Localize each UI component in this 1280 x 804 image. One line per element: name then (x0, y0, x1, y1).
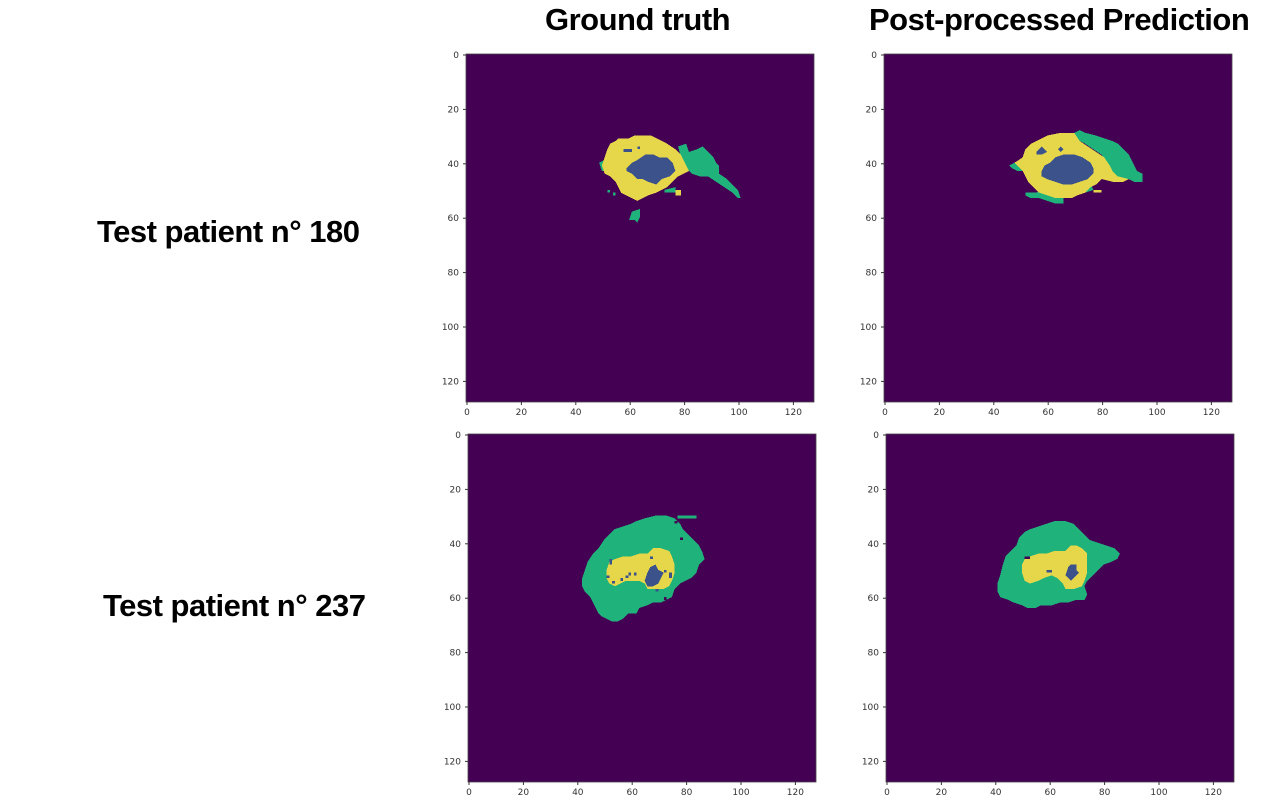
svg-text:120: 120 (1203, 408, 1220, 418)
svg-text:0: 0 (884, 788, 890, 798)
y-axis: 0 20 40 60 80 100 120 (444, 431, 468, 767)
svg-text:60: 60 (1042, 408, 1054, 418)
svg-text:40: 40 (990, 788, 1002, 798)
column-title-prediction: Post-processed Prediction (869, 2, 1250, 37)
svg-text:40: 40 (866, 160, 878, 170)
svg-text:120: 120 (860, 377, 877, 387)
svg-text:100: 100 (732, 788, 749, 798)
svg-text:100: 100 (1150, 788, 1167, 798)
plot-ground-truth-237: 0 20 40 60 80 100 120 0 20 40 60 80 100 … (432, 424, 832, 804)
svg-text:40: 40 (570, 408, 582, 418)
heatmap-ground-truth-180: 0 20 40 60 80 100 120 0 20 40 60 80 100 … (442, 51, 815, 418)
svg-text:0: 0 (882, 408, 888, 418)
svg-text:60: 60 (450, 594, 462, 604)
svg-text:40: 40 (448, 160, 460, 170)
svg-text:60: 60 (626, 788, 638, 798)
svg-text:60: 60 (1044, 788, 1056, 798)
x-axis: 0 20 40 60 80 100 120 (884, 782, 1222, 798)
svg-text:20: 20 (934, 408, 946, 418)
svg-text:120: 120 (442, 377, 459, 387)
svg-text:40: 40 (988, 408, 1000, 418)
svg-text:100: 100 (1148, 408, 1165, 418)
svg-text:80: 80 (868, 649, 880, 659)
svg-text:0: 0 (871, 51, 877, 61)
svg-text:0: 0 (873, 431, 879, 441)
column-title-ground-truth: Ground truth (545, 2, 731, 37)
plot-ground-truth-180: 0 20 40 60 80 100 120 0 20 40 60 80 100 … (430, 44, 830, 424)
svg-text:40: 40 (450, 540, 462, 550)
row-title-patient-237: Test patient n° 237 (103, 588, 366, 623)
y-axis: 0 20 40 60 80 100 120 (442, 51, 466, 387)
heatmap-prediction-180: 0 20 40 60 80 100 120 0 20 40 60 80 100 … (860, 51, 1233, 418)
svg-text:120: 120 (444, 757, 461, 767)
svg-text:120: 120 (1205, 788, 1222, 798)
svg-text:100: 100 (862, 703, 879, 713)
svg-text:80: 80 (1097, 408, 1109, 418)
svg-text:20: 20 (518, 788, 530, 798)
x-axis: 0 20 40 60 80 100 120 (464, 402, 802, 418)
svg-text:80: 80 (866, 269, 878, 279)
svg-text:0: 0 (466, 788, 472, 798)
svg-text:100: 100 (860, 323, 877, 333)
y-axis: 0 20 40 60 80 100 120 (860, 51, 884, 387)
svg-text:20: 20 (868, 485, 880, 495)
x-axis: 0 20 40 60 80 100 120 (466, 782, 804, 798)
svg-text:120: 120 (785, 408, 802, 418)
svg-text:20: 20 (516, 408, 528, 418)
svg-text:80: 80 (679, 408, 691, 418)
svg-text:60: 60 (448, 214, 460, 224)
svg-text:0: 0 (464, 408, 470, 418)
svg-text:60: 60 (624, 408, 636, 418)
svg-text:20: 20 (936, 788, 948, 798)
svg-text:120: 120 (862, 757, 879, 767)
svg-text:0: 0 (455, 431, 461, 441)
svg-text:60: 60 (868, 594, 880, 604)
svg-text:100: 100 (730, 408, 747, 418)
svg-text:0: 0 (453, 51, 459, 61)
plot-prediction-237: 0 20 40 60 80 100 120 0 20 40 60 80 100 … (850, 424, 1250, 804)
svg-text:80: 80 (1099, 788, 1111, 798)
svg-text:80: 80 (450, 649, 462, 659)
svg-text:120: 120 (787, 788, 804, 798)
svg-text:20: 20 (450, 485, 462, 495)
svg-text:20: 20 (448, 105, 460, 115)
svg-text:60: 60 (866, 214, 878, 224)
y-axis: 0 20 40 60 80 100 120 (862, 431, 886, 767)
svg-text:80: 80 (681, 788, 693, 798)
heatmap-prediction-237: 0 20 40 60 80 100 120 0 20 40 60 80 100 … (862, 431, 1235, 798)
svg-text:40: 40 (868, 540, 880, 550)
svg-text:100: 100 (442, 323, 459, 333)
heatmap-ground-truth-237: 0 20 40 60 80 100 120 0 20 40 60 80 100 … (444, 431, 817, 798)
svg-text:20: 20 (866, 105, 878, 115)
row-title-patient-180: Test patient n° 180 (97, 214, 360, 249)
svg-text:40: 40 (572, 788, 584, 798)
svg-text:80: 80 (448, 269, 460, 279)
svg-text:100: 100 (444, 703, 461, 713)
plot-prediction-180: 0 20 40 60 80 100 120 0 20 40 60 80 100 … (848, 44, 1248, 424)
x-axis: 0 20 40 60 80 100 120 (882, 402, 1220, 418)
